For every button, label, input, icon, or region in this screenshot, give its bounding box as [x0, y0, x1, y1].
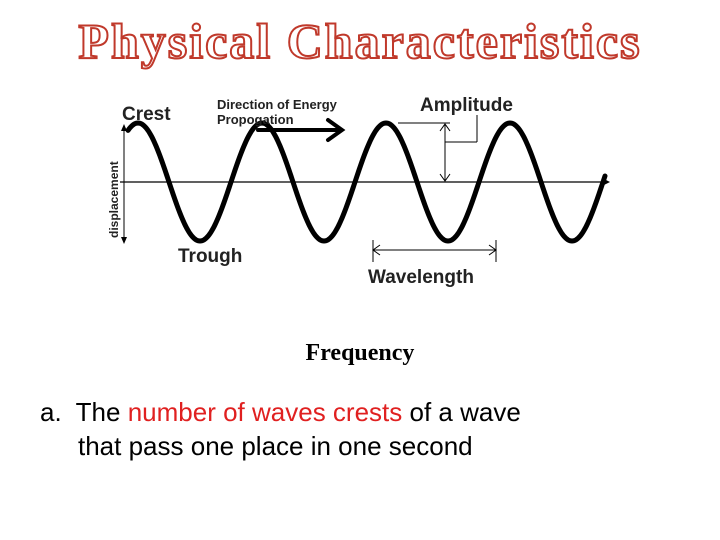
amplitude-arrow-top — [439, 123, 451, 132]
slide-title: Physical Characteristics — [77, 12, 641, 70]
definition-text-end: of a wave — [409, 397, 521, 427]
direction-label-line2: Propogation — [217, 112, 294, 127]
definition-text: a. The number of waves crests of a wave … — [40, 395, 700, 463]
displacement-axis-arrow-top — [121, 124, 127, 131]
amplitude-arrow-bottom — [439, 173, 451, 182]
definition-line-2: that pass one place in one second — [78, 431, 473, 461]
wave-diagram: displacement Crest Direction of Energy P… — [107, 95, 610, 288]
direction-arrow-icon — [256, 118, 346, 142]
wavelength-arrow-left — [372, 244, 381, 256]
amplitude-label: Amplitude — [420, 95, 513, 116]
list-marker: a. — [40, 397, 62, 427]
crest-label: Crest — [122, 104, 171, 125]
displacement-label: displacement — [107, 161, 121, 238]
wavelength-label: Wavelength — [368, 267, 474, 288]
definition-highlight: number of waves crests — [127, 397, 403, 427]
wave-curve — [125, 120, 608, 244]
trough-label: Trough — [178, 246, 242, 267]
slide-title-text: Physical Characteristics — [78, 13, 641, 69]
wavelength-arrow-right — [488, 244, 497, 256]
frequency-heading: Frequency — [305, 340, 415, 366]
direction-label-line1: Direction of Energy — [217, 97, 338, 112]
displacement-axis-arrow-bottom — [121, 237, 127, 244]
definition-text-start: The — [75, 397, 121, 427]
